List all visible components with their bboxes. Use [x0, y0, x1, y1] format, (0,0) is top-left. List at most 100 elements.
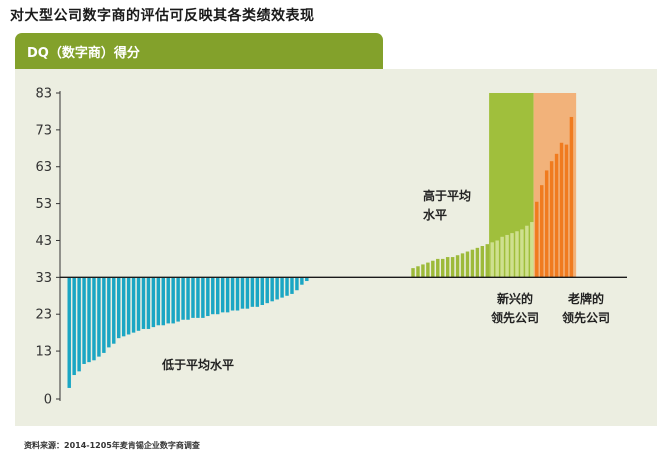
- y-tick-label-33: 33: [35, 271, 52, 286]
- dq-bar-chart: 0 13 23 33 43 53 63 73 83 低于平均水平 高于平均水平新兴的领先公司老牌的领…: [35, 87, 627, 408]
- bar-below-average-6: [92, 277, 96, 361]
- bar-below-average-32: [220, 277, 225, 313]
- bar-incumbent-leaders-8: [569, 116, 574, 278]
- bar-below-average-45: [285, 277, 289, 296]
- y-tick-label-83: 83: [35, 87, 52, 102]
- bar-below-average-49: [305, 277, 309, 282]
- bar-below-average-36: [240, 277, 245, 309]
- y-tick-label-13: 13: [35, 345, 52, 360]
- bar-above-average-10: [455, 255, 460, 278]
- y-tick-label-53: 53: [35, 197, 52, 212]
- y-tick-label-63: 63: [35, 160, 52, 175]
- bar-below-average-23: [176, 277, 180, 322]
- bar-emerging-leaders-1: [490, 242, 494, 278]
- y-tick-label-23: 23: [35, 308, 52, 323]
- source-note: 资料来源：2014-1205年麦肯锡企业数字商调查: [24, 441, 200, 450]
- bar-below-average-18: [151, 277, 156, 328]
- page-title: 对大型公司数字商的评估可反映其各类绩效表现: [10, 8, 315, 24]
- bar-emerging-leaders-8: [525, 225, 529, 278]
- bar-below-average-19: [156, 277, 161, 326]
- bar-below-average-43: [275, 277, 279, 300]
- bar-below-average-12: [121, 277, 126, 337]
- bar-above-average-6: [436, 258, 440, 278]
- bar-above-average-16: [485, 244, 489, 278]
- bar-above-average-14: [475, 247, 480, 278]
- bar-below-average-24: [181, 277, 185, 320]
- bar-below-average-40: [260, 277, 264, 305]
- bar-below-average-20: [161, 277, 165, 326]
- y-axis-label: DQ（数字商）得分: [27, 46, 140, 61]
- bar-above-average-4: [426, 262, 430, 278]
- bar-below-average-31: [216, 277, 220, 315]
- annotation-below-average: 低于平均水平: [161, 357, 234, 372]
- bar-below-average-33: [225, 277, 230, 313]
- bar-below-average-16: [141, 277, 146, 329]
- bar-incumbent-leaders-6: [559, 142, 564, 278]
- bar-below-average-21: [166, 277, 170, 324]
- bar-below-average-30: [211, 277, 215, 315]
- bar-below-average-15: [136, 277, 141, 331]
- bar-below-average-8: [102, 277, 106, 353]
- bar-emerging-leaders-5: [510, 233, 514, 278]
- bar-below-average-22: [171, 277, 175, 324]
- bar-below-average-28: [201, 277, 205, 318]
- bar-below-average-29: [206, 277, 210, 317]
- bar-below-average-2: [72, 277, 76, 376]
- bar-emerging-leaders-7: [520, 229, 524, 278]
- bar-emerging-leaders-9: [530, 222, 534, 278]
- bar-above-average-9: [450, 257, 455, 278]
- bar-below-average-48: [300, 277, 304, 285]
- bar-incumbent-leaders-5: [554, 153, 559, 278]
- bar-below-average-4: [82, 277, 86, 364]
- bar-below-average-9: [107, 277, 111, 348]
- bar-incumbent-leaders-1: [535, 201, 539, 278]
- chart-panel: 0 13 23 33 43 53 63 73 83 低于平均水平 高于平均水平新兴的领先公司 老牌的领…: [15, 69, 657, 426]
- bar-below-average-13: [126, 277, 131, 335]
- bar-below-average-34: [230, 277, 235, 311]
- bar-below-average-42: [270, 277, 274, 302]
- y-tick-label-0: 0: [44, 393, 52, 408]
- bar-above-average-15: [480, 246, 485, 278]
- bar-below-average-38: [250, 277, 255, 307]
- bar-below-average-3: [77, 277, 81, 372]
- bar-above-average-8: [445, 257, 450, 278]
- bar-emerging-leaders-6: [515, 231, 519, 278]
- bar-emerging-leaders-3: [500, 236, 504, 278]
- bar-below-average-7: [97, 277, 101, 357]
- bar-above-average-3: [421, 264, 425, 278]
- bar-below-average-41: [265, 277, 269, 304]
- bar-incumbent-leaders-7: [564, 144, 569, 278]
- bar-below-average-39: [255, 277, 260, 307]
- bar-above-average-5: [431, 260, 435, 278]
- bar-above-average-11: [460, 253, 465, 278]
- y-tick-label-73: 73: [35, 123, 52, 138]
- bar-above-average-13: [470, 249, 475, 278]
- bar-above-average-7: [441, 258, 445, 278]
- bar-above-average-2: [416, 266, 420, 278]
- bar-below-average-11: [117, 277, 121, 339]
- bar-below-average-27: [196, 277, 200, 318]
- bar-incumbent-leaders-3: [544, 170, 549, 278]
- bar-below-average-26: [191, 277, 195, 318]
- annotation-above-average: 高于平均水平: [423, 188, 471, 222]
- bar-below-average-44: [280, 277, 284, 298]
- y-tick-label-43: 43: [35, 234, 52, 249]
- chart-header-bar: DQ（数字商）得分: [15, 33, 383, 69]
- bar-emerging-leaders-2: [495, 240, 499, 278]
- bar-below-average-10: [112, 277, 116, 344]
- bar-below-average-25: [186, 277, 190, 320]
- bar-incumbent-leaders-4: [549, 161, 554, 278]
- bar-incumbent-leaders-2: [540, 185, 544, 278]
- bar-above-average-1: [411, 268, 415, 278]
- bar-below-average-5: [87, 277, 91, 363]
- bar-emerging-leaders-4: [505, 234, 509, 278]
- bar-above-average-12: [465, 251, 470, 278]
- bar-below-average-14: [131, 277, 136, 333]
- bar-below-average-1: [67, 277, 71, 388]
- annotation-incumbent-leaders: 老牌的领先公司: [562, 291, 610, 325]
- bar-below-average-37: [245, 277, 250, 309]
- bar-below-average-46: [290, 277, 294, 294]
- bar-below-average-35: [235, 277, 240, 311]
- bar-below-average-47: [295, 277, 299, 291]
- annotation-emerging-leaders: 新兴的领先公司: [491, 291, 539, 325]
